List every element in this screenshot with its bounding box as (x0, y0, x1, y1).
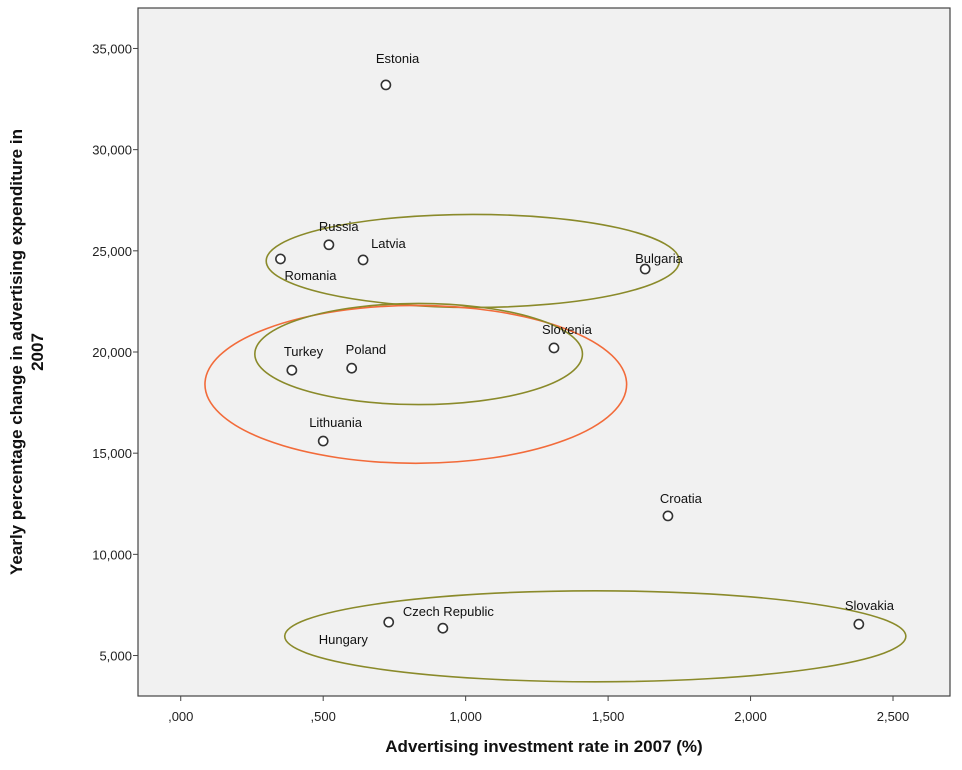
olive-ellipse (283, 589, 907, 683)
point-czech-republic (437, 622, 449, 634)
point-lithuania (317, 435, 329, 447)
orange-ellipse (204, 304, 628, 465)
point-russia (323, 239, 335, 251)
plot-area (137, 7, 951, 697)
label-czech-republic: Czech Republic (403, 604, 495, 619)
y-tick-label: 30,000 (92, 143, 132, 158)
x-axis-ticks: ,000 ,500 1,000 1,500 2,000 2,500 (168, 696, 909, 724)
label-latvia: Latvia (371, 236, 406, 251)
y-axis-title-line2: 2007 (28, 333, 47, 371)
y-tick-label: 15,000 (92, 446, 132, 461)
y-tick-label: 5,000 (99, 649, 132, 664)
point-bulgaria (639, 263, 651, 275)
y-axis-title-line1: Yearly percentage change in advertising … (7, 129, 26, 575)
y-tick-label: 25,000 (92, 244, 132, 259)
point-romania (275, 253, 286, 265)
point-slovakia (853, 618, 865, 630)
label-lithuania: Lithuania (309, 415, 363, 430)
x-tick-label: ,500 (311, 709, 336, 724)
label-estonia: Estonia (376, 51, 420, 66)
olive-ellipse (254, 302, 584, 406)
point-hungary (383, 616, 395, 628)
label-slovakia: Slovakia (845, 598, 895, 613)
label-poland: Poland (346, 342, 386, 357)
point-slovenia (548, 342, 560, 354)
label-turkey: Turkey (284, 344, 324, 359)
point-latvia (357, 254, 369, 266)
label-romania: Romania (284, 268, 337, 283)
y-tick-label: 20,000 (92, 345, 132, 360)
point-estonia (380, 79, 392, 91)
y-tick-label: 35,000 (92, 41, 132, 56)
point-turkey (286, 364, 298, 376)
ellipse-group (204, 213, 907, 683)
x-tick-label: 1,000 (449, 709, 482, 724)
label-hungary: Hungary (319, 632, 369, 647)
label-bulgaria: Bulgaria (635, 251, 683, 266)
label-croatia: Croatia (660, 491, 703, 506)
x-axis-title: Advertising investment rate in 2007 (%) (385, 737, 702, 756)
label-russia: Russia (319, 219, 360, 234)
x-tick-label: 1,500 (592, 709, 625, 724)
y-axis-ticks: 5,000 10,000 15,000 20,000 25,000 30,000 35,00… (92, 41, 138, 664)
point-croatia (662, 510, 674, 522)
x-tick-label: ,000 (168, 709, 193, 724)
y-tick-label: 10,000 (92, 547, 132, 562)
x-tick-label: 2,500 (877, 709, 910, 724)
label-slovenia: Slovenia (542, 322, 593, 337)
x-tick-label: 2,000 (734, 709, 767, 724)
olive-ellipse (265, 213, 681, 309)
point-labels: Estonia Russia Latvia Romania Bulgaria Sloven… (284, 51, 895, 647)
data-points (275, 79, 865, 634)
point-poland (346, 362, 358, 374)
